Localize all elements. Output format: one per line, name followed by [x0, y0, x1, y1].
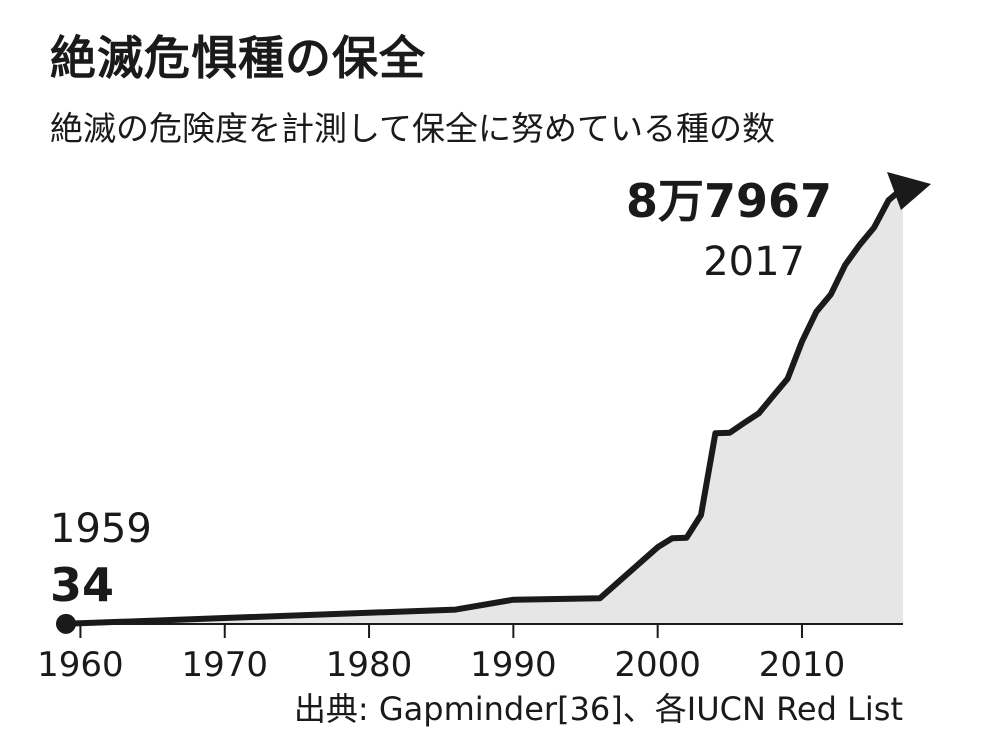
- area-fill: [66, 188, 903, 624]
- x-axis-ticks: 1960 1970 1980 1990 2000 2010: [37, 624, 845, 685]
- x-tick-label: 2000: [614, 645, 701, 685]
- x-tick-label: 1970: [181, 645, 268, 685]
- start-year-label: 1959: [50, 506, 152, 552]
- x-tick-label: 1990: [470, 645, 557, 685]
- end-arrow-marker: [887, 172, 931, 210]
- x-tick-label: 1980: [326, 645, 413, 685]
- chart-title: 絶滅危惧種の保全: [50, 31, 426, 85]
- start-point-marker: [56, 613, 76, 634]
- series-line: [63, 185, 906, 627]
- end-year-label: 2017: [703, 239, 805, 285]
- x-tick-label: 1960: [37, 645, 124, 685]
- chart-subtitle: 絶滅の危険度を計測して保全に努めている種の数: [50, 109, 776, 148]
- start-value-label: 34: [50, 558, 114, 612]
- x-tick-label: 2010: [759, 645, 846, 685]
- source-note: 出典: Gapminder[36]、各IUCN Red List: [293, 690, 903, 728]
- end-value-label: 8万7967: [626, 174, 832, 228]
